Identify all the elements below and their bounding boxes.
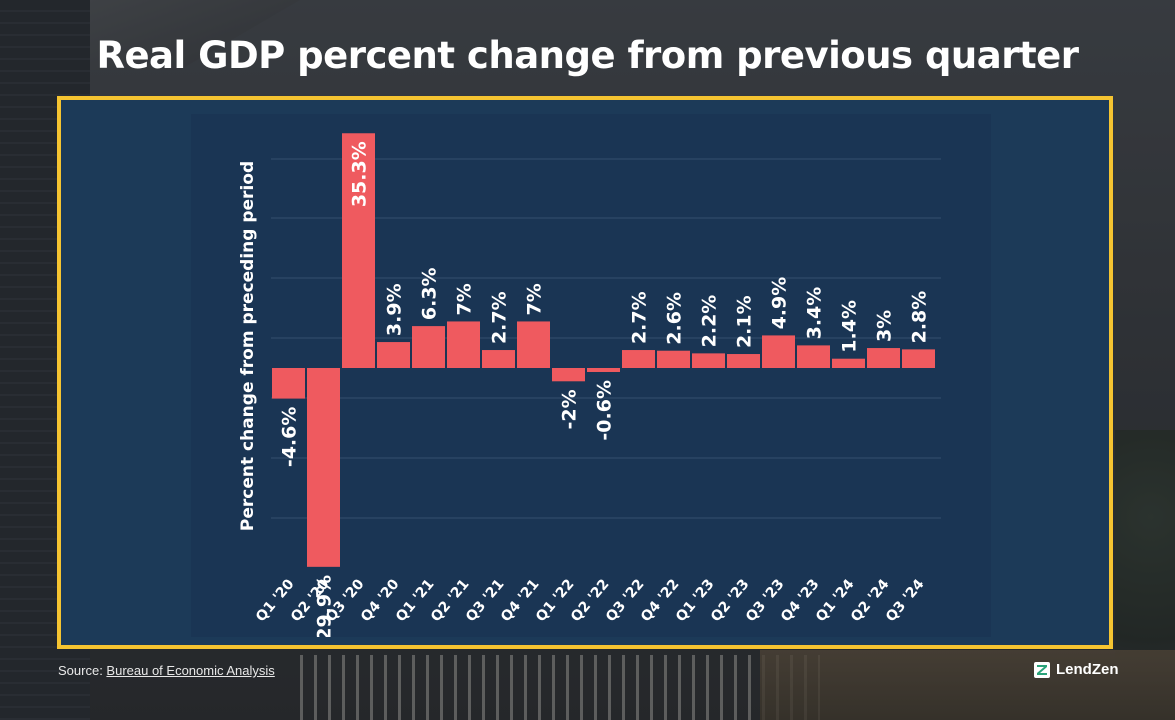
bar [587, 368, 620, 372]
bar [692, 353, 725, 368]
bar [762, 335, 795, 368]
data-label: 3.4% [804, 287, 826, 340]
bar [412, 326, 445, 368]
brand-logo-block: LendZen [1034, 661, 1119, 678]
bar [447, 321, 480, 368]
source-prefix: Source: [58, 663, 107, 678]
bar [832, 358, 865, 368]
source-link[interactable]: Bureau of Economic Analysis [106, 663, 275, 678]
data-label: 1.4% [839, 300, 861, 353]
page-title: Real GDP percent change from previous qu… [96, 34, 1079, 77]
data-label: 7% [454, 283, 476, 315]
x-tick-label: Q3 '24 [883, 576, 928, 625]
chart-panel: Percent change from preceding period -4.6… [191, 114, 991, 637]
y-axis-label: Percent change from preceding period [238, 161, 258, 531]
data-label: 35.3% [349, 141, 371, 207]
brand-name: LendZen [1056, 661, 1119, 678]
data-label: -29.9% [314, 575, 336, 637]
data-label: 3.9% [384, 283, 406, 336]
bar [902, 349, 935, 368]
bar [377, 342, 410, 368]
chart-frame: Percent change from preceding period -4.6… [57, 96, 1113, 649]
bar [307, 368, 340, 567]
data-label: 2.8% [909, 291, 931, 344]
data-label: -4.6% [279, 407, 301, 468]
bar [622, 350, 655, 368]
bar [482, 350, 515, 368]
data-label: 2.7% [489, 291, 511, 344]
lendzen-logo-icon [1034, 661, 1050, 678]
data-label: 2.1% [734, 295, 756, 348]
bar [797, 345, 830, 368]
source-note: Source: Bureau of Economic Analysis [58, 663, 275, 678]
bar [342, 133, 375, 368]
bar [272, 368, 305, 399]
data-label: 4.9% [769, 277, 791, 330]
data-label: -0.6% [594, 380, 616, 441]
data-label: 2.2% [699, 295, 721, 348]
bar [727, 354, 760, 368]
bar [517, 321, 550, 368]
bar [867, 348, 900, 368]
data-label: 2.7% [629, 291, 651, 344]
data-label: 7% [524, 283, 546, 315]
data-label: 3% [874, 310, 896, 342]
data-label: 6.3% [419, 267, 441, 320]
bar [657, 350, 690, 368]
bar [552, 368, 585, 382]
gdp-bar-chart: Percent change from preceding period -4.6… [238, 133, 941, 637]
data-label: -2% [559, 389, 581, 429]
data-label: 2.6% [664, 292, 686, 345]
